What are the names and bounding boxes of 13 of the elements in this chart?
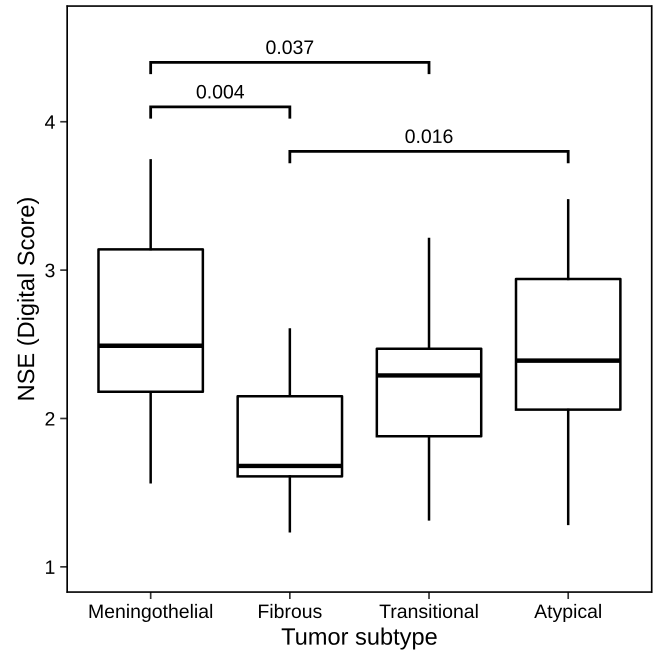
y-tick-label: 3 bbox=[45, 264, 55, 278]
x-tick-label: Transitional bbox=[380, 604, 478, 618]
annotation: 0.004 bbox=[196, 84, 244, 99]
x-axis-title: Tumor subtype bbox=[282, 628, 437, 650]
y-axis-title: NSE (Digital Score) bbox=[16, 198, 39, 400]
x-tick-label: Fibrous bbox=[259, 604, 322, 618]
x-tick-label: Meningothelial bbox=[90, 604, 212, 622]
x-tick-label: Atypical bbox=[534, 604, 601, 622]
y-tick-label: 4 bbox=[44, 115, 55, 129]
y-tick-label: 2 bbox=[46, 412, 54, 426]
y-tick-label: 1 bbox=[46, 560, 54, 574]
annotation: 0.037 bbox=[266, 40, 314, 54]
annotation: 0.016 bbox=[405, 129, 452, 144]
